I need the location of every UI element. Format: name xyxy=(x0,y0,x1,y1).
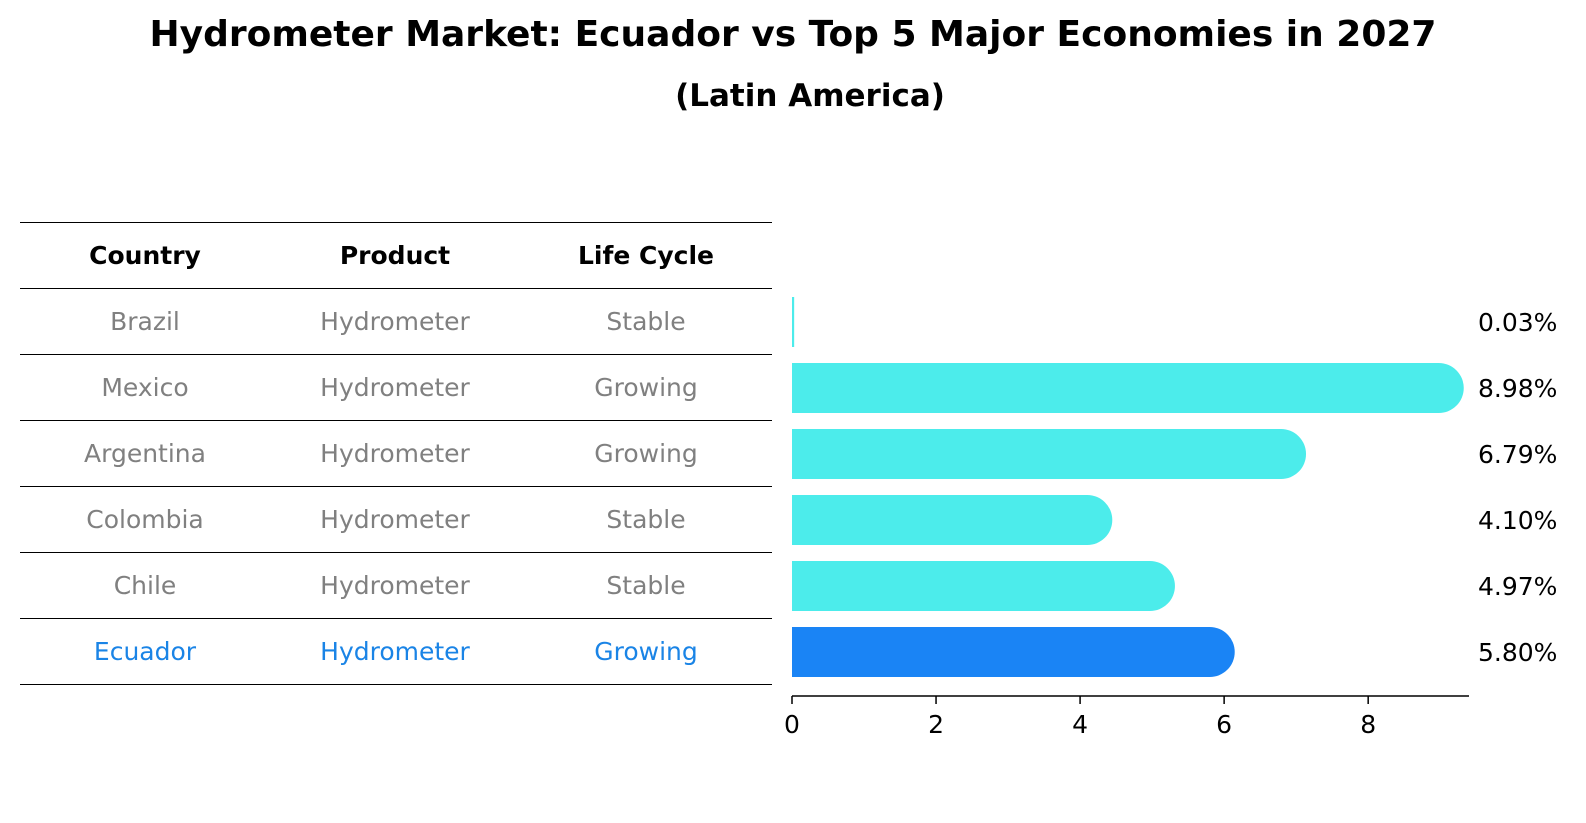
cell-product: Hydrometer xyxy=(320,307,470,336)
cell-country: Brazil xyxy=(110,307,180,336)
cell-product: Hydrometer xyxy=(320,373,470,402)
bar-value-label: 8.98% xyxy=(1478,374,1557,403)
bar-cap xyxy=(1184,627,1235,677)
cell-product: Hydrometer xyxy=(320,505,470,534)
bar-value-label: 4.97% xyxy=(1478,572,1557,601)
bar xyxy=(792,495,1088,545)
header-product: Product xyxy=(339,241,451,270)
cell-life-cycle: Stable xyxy=(606,571,686,600)
x-tick-label: 0 xyxy=(784,710,800,739)
cell-country: Argentina xyxy=(84,439,206,468)
bar xyxy=(792,627,1210,677)
cell-life-cycle: Stable xyxy=(606,307,686,336)
cell-country: Mexico xyxy=(101,373,189,402)
table-header-row: Country Product Life Cycle xyxy=(20,222,772,288)
header-life-cycle: Life Cycle xyxy=(577,241,715,270)
bar-value-label: 5.80% xyxy=(1478,638,1557,667)
bar xyxy=(792,561,1150,611)
bar-cap xyxy=(1124,561,1175,611)
table-row: Argentina Hydrometer Growing xyxy=(20,420,772,486)
x-tick-label: 4 xyxy=(1072,710,1088,739)
bar xyxy=(792,363,1439,413)
cell-product: Hydrometer xyxy=(320,439,470,468)
chart-title: Hydrometer Market: Ecuador vs Top 5 Majo… xyxy=(149,14,1437,55)
country-table: Country Product Life Cycle Brazil Hydrom… xyxy=(20,222,772,685)
bar-cap xyxy=(1256,429,1307,479)
table-row: Colombia Hydrometer Stable xyxy=(20,486,772,552)
cell-country: Ecuador xyxy=(93,637,197,666)
bar-value-label: 6.79% xyxy=(1478,440,1557,469)
cell-country: Colombia xyxy=(86,505,204,534)
cell-life-cycle: Growing xyxy=(594,637,698,666)
bar-value-label: 4.10% xyxy=(1478,506,1557,535)
cell-product: Hydrometer xyxy=(320,571,470,600)
header-country: Country xyxy=(89,241,201,270)
cell-country: Chile xyxy=(113,571,177,600)
bar xyxy=(792,297,795,347)
x-tick-label: 6 xyxy=(1216,710,1232,739)
bar xyxy=(792,429,1282,479)
bar-value-label: 0.03% xyxy=(1478,308,1557,337)
table-row: Mexico Hydrometer Growing xyxy=(20,354,772,420)
x-tick-label: 8 xyxy=(1360,710,1376,739)
cell-product: Hydrometer xyxy=(320,637,470,666)
cell-life-cycle: Stable xyxy=(606,505,686,534)
x-tick-label: 2 xyxy=(928,710,944,739)
bar-cap xyxy=(1413,363,1464,413)
chart-subtitle: (Latin America) xyxy=(675,78,945,114)
table-row: Chile Hydrometer Stable xyxy=(20,552,772,618)
table-row: Ecuador Hydrometer Growing xyxy=(20,618,772,685)
cell-life-cycle: Growing xyxy=(594,439,698,468)
bar-cap xyxy=(1062,495,1113,545)
table-row: Brazil Hydrometer Stable xyxy=(20,288,772,354)
cell-life-cycle: Growing xyxy=(594,373,698,402)
